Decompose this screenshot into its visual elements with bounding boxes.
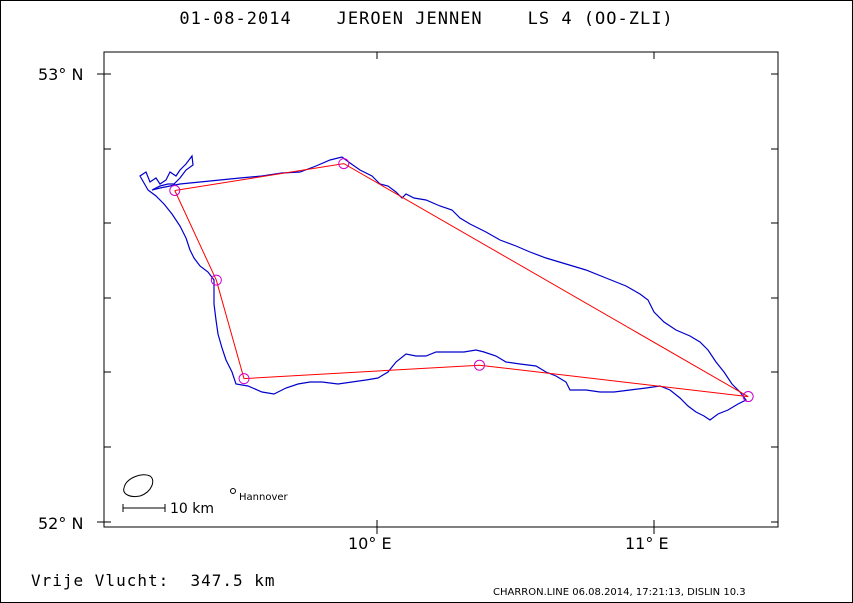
tick-marks [97,52,778,534]
scale-label: 10 km [170,501,214,517]
turnpoint-circle [742,391,754,403]
distance-text: Vrije Vlucht: 347.5 km [31,571,276,590]
software-credit: CHARRON.LINE 06.08.2014, 17:21:13, DISLI… [493,587,746,598]
lat-label-53: 53° N [38,65,83,84]
gps-track [139,154,747,421]
turnpoint-circle [210,274,222,286]
lon-label-10: 10° E [348,534,392,553]
turnpoint-circle [473,359,485,371]
lon-label-11: 11° E [625,534,669,553]
task-line [174,163,749,398]
turnpoint-circle [338,158,350,170]
hannover-marker [230,488,236,494]
map-frame [103,51,779,528]
scale-bar [122,504,166,512]
lat-label-52: 52° N [38,514,83,533]
page-title: 01-08-2014 JEROEN JENNEN LS 4 (OO-ZLI) [179,9,674,29]
hannover-label: Hannover [239,492,289,503]
lake-outline [123,474,154,497]
turnpoint-markers [169,158,754,403]
turnpoint-circle [169,184,181,196]
turnpoint-circle [238,373,250,385]
